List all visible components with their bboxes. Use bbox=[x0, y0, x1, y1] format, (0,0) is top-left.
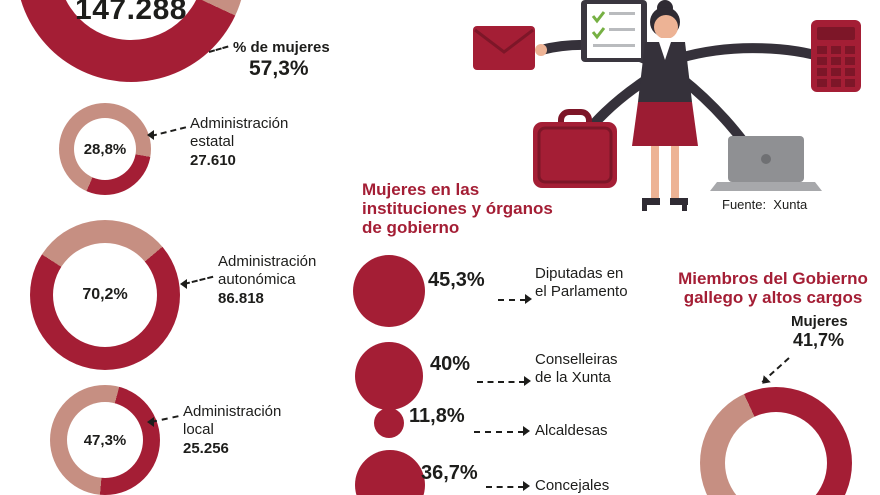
title-line: Miembros del Gobierno bbox=[678, 269, 868, 288]
total-women-caption: % de mujeres bbox=[233, 39, 330, 56]
title-line: instituciones y órganos bbox=[362, 199, 553, 218]
label-line: estatal bbox=[190, 133, 235, 150]
multitasking-woman-illustration bbox=[473, 0, 861, 211]
label-line: autonómica bbox=[218, 271, 296, 288]
title-line: de gobierno bbox=[362, 218, 460, 237]
label-value: 86.818 bbox=[218, 290, 264, 307]
dashed-connector bbox=[498, 299, 526, 301]
label-admin-autonomica: Administración autonómica 86.818 bbox=[218, 253, 316, 308]
bubble-diputadas bbox=[353, 255, 425, 327]
donut-pct-label: 70,2% bbox=[82, 286, 128, 303]
label-line: Administración bbox=[183, 403, 282, 420]
calculator-icon bbox=[811, 20, 861, 92]
checklist-tablet-icon bbox=[581, 0, 647, 62]
bubble-pct: 45,3% bbox=[428, 269, 485, 291]
label-admin-local: Administración local 25.256 bbox=[183, 403, 281, 458]
label-line: Administración bbox=[190, 115, 289, 132]
label-admin-estatal: Administración estatal 27.610 bbox=[190, 115, 288, 170]
donut-admin-estatal: 28,8% bbox=[59, 103, 151, 195]
arrow-left-icon bbox=[142, 417, 154, 427]
label-concejales: Concejales bbox=[535, 477, 610, 494]
bubble-pct: 40% bbox=[430, 353, 471, 375]
arrow-right-icon bbox=[523, 426, 535, 436]
bubble-pct: 11,8% bbox=[409, 405, 465, 427]
briefcase-icon bbox=[533, 109, 617, 188]
arrow-right-icon bbox=[523, 481, 535, 491]
arrow-left-icon bbox=[142, 130, 154, 140]
government-women-pct: 41,7% bbox=[793, 330, 845, 350]
source-credit: Fuente: Xunta bbox=[722, 197, 808, 212]
total-employees-value: 147.288 bbox=[75, 0, 187, 26]
label-line: local bbox=[183, 421, 214, 438]
bubble-alcaldesas bbox=[374, 408, 404, 438]
arrow-left-icon bbox=[175, 279, 187, 289]
donut-government bbox=[700, 387, 852, 495]
donut-admin-autonomica: 70,2% bbox=[30, 220, 180, 370]
label-line: Conselleiras bbox=[535, 351, 618, 368]
label-line: Diputadas en bbox=[535, 265, 624, 282]
donut-pct-label: 28,8% bbox=[83, 140, 127, 158]
title-line: Mujeres en las bbox=[362, 180, 480, 199]
dashed-connector bbox=[486, 486, 524, 488]
dashed-connector bbox=[477, 381, 525, 383]
woman-body bbox=[632, 0, 698, 211]
dashed-connector bbox=[474, 431, 524, 433]
dashed-connector bbox=[150, 126, 187, 137]
title-line: gallego y altos cargos bbox=[683, 288, 863, 307]
label-value: 25.256 bbox=[183, 440, 229, 457]
bubble-pct: 36,7% bbox=[421, 462, 478, 484]
label-value: 27.610 bbox=[190, 152, 236, 169]
laptop-icon bbox=[710, 136, 822, 191]
dashed-connector bbox=[183, 275, 214, 285]
donut-admin-local: 47,3% bbox=[50, 385, 160, 495]
envelope-icon bbox=[473, 26, 535, 70]
total-women-pct: 57,3% bbox=[249, 57, 309, 80]
donut-pct-label: 47,3% bbox=[83, 431, 127, 449]
label-alcaldesas: Alcaldesas bbox=[535, 422, 608, 439]
arrow-right-icon bbox=[525, 294, 537, 304]
government-title: Miembros del Gobierno gallego y altos ca… bbox=[666, 269, 880, 307]
bubble-concejales bbox=[355, 450, 425, 495]
label-conselleiras: Conselleiras de la Xunta bbox=[535, 351, 618, 387]
arrow-right-icon bbox=[524, 376, 536, 386]
label-diputadas: Diputadas en el Parlamento bbox=[535, 265, 628, 301]
label-line: de la Xunta bbox=[535, 369, 611, 386]
bubble-conselleiras bbox=[355, 342, 423, 410]
government-women-label: Mujeres bbox=[791, 313, 848, 330]
label-line: Administración bbox=[218, 253, 317, 270]
institutions-title: Mujeres en las instituciones y órganos d… bbox=[362, 180, 553, 237]
label-line: el Parlamento bbox=[535, 283, 628, 300]
